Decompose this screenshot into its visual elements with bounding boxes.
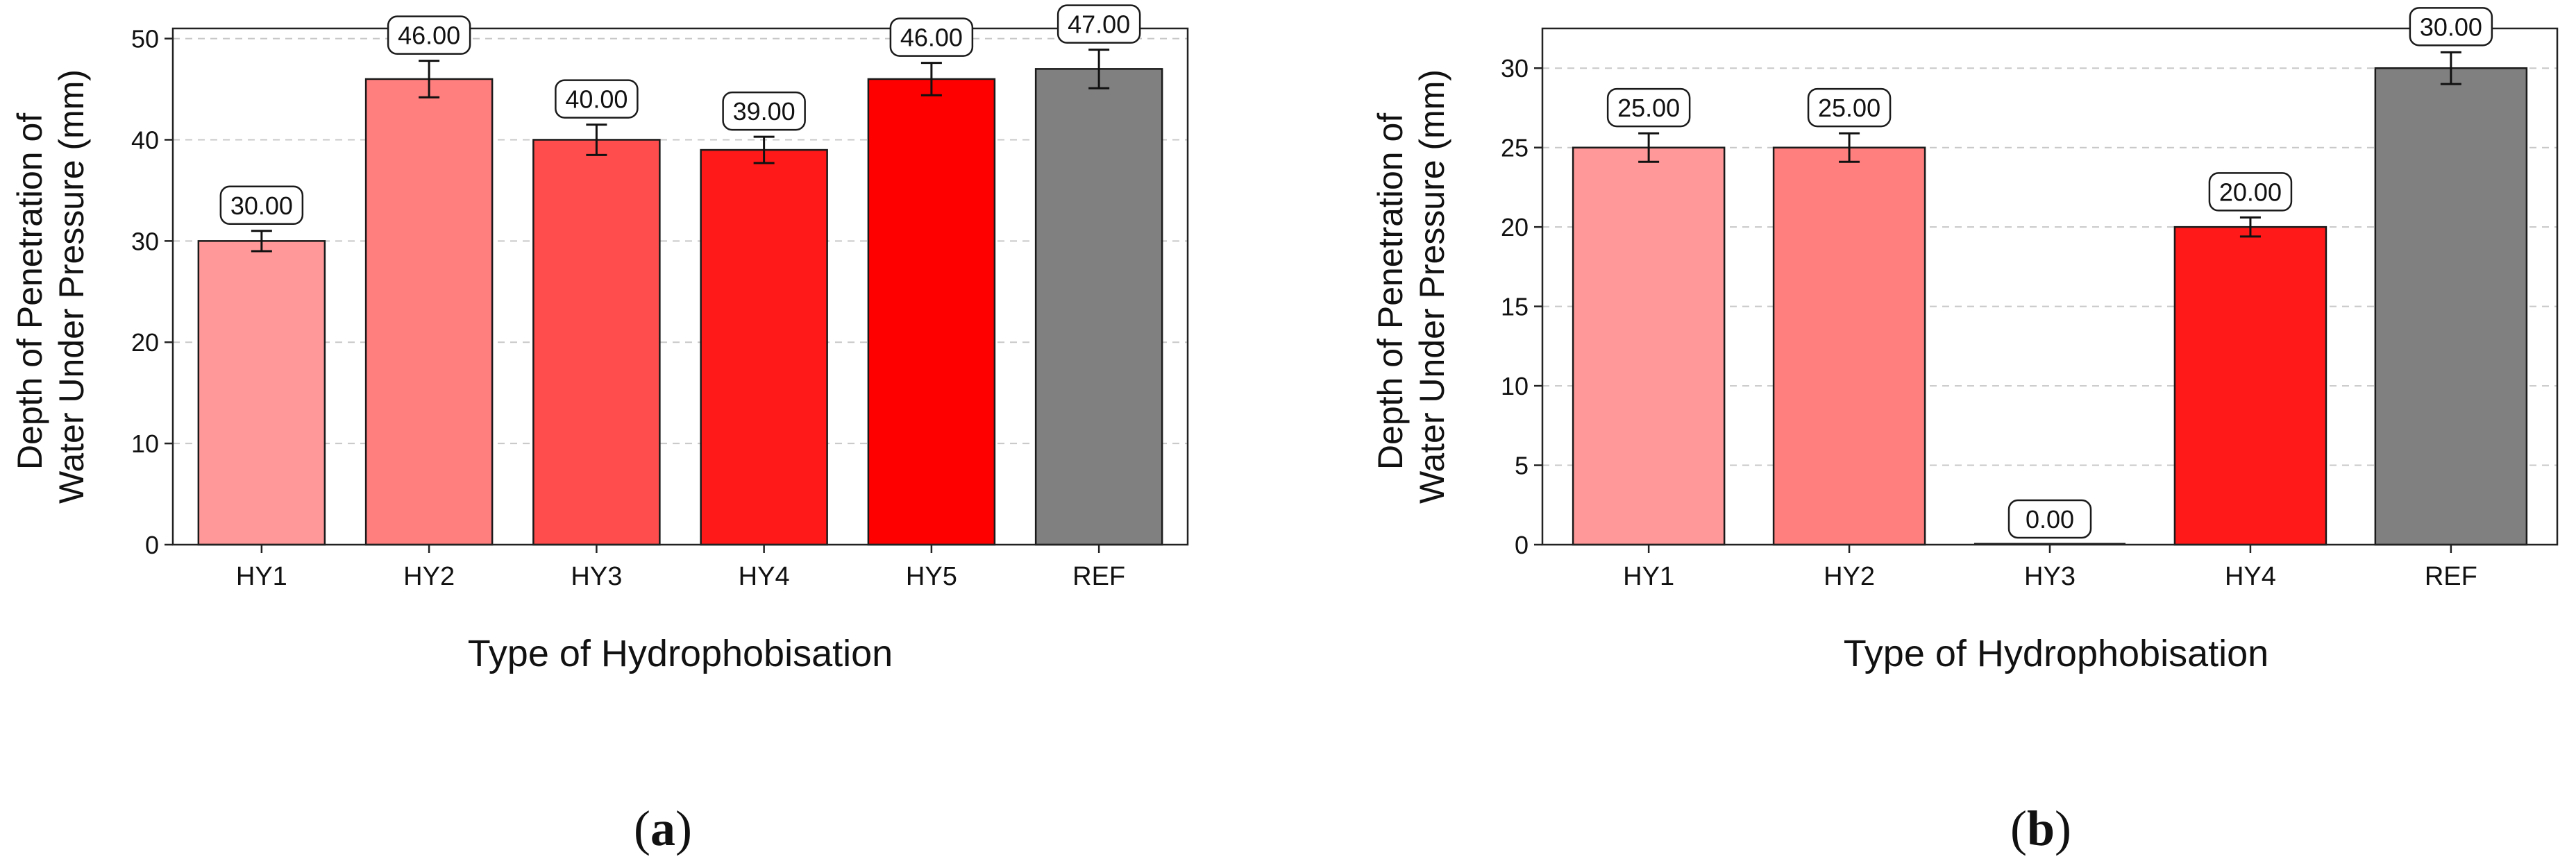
- value-label-box: [1606, 87, 1691, 128]
- x-tick-label-hy5: HY5: [906, 562, 957, 591]
- value-label-ref: 30.00: [2420, 12, 2482, 41]
- y-tick-label: 20: [1501, 213, 1529, 241]
- value-labels-a: 30.00 46.00 40.00 39.00 46.00 47.00: [219, 4, 1141, 225]
- bar-hy3: [532, 139, 661, 546]
- value-label-box: [219, 185, 304, 225]
- y-ticks-a: 0 10 20 30 40 50: [131, 25, 173, 559]
- value-label-box: [1057, 4, 1141, 44]
- value-label-hy2: 25.00: [1818, 94, 1880, 122]
- y-tick-label: 25: [1501, 134, 1529, 162]
- y-tick-label: 30: [131, 227, 159, 255]
- bar-hy4: [700, 148, 828, 546]
- x-tick-label-hy2: HY2: [1824, 562, 1875, 591]
- y-tick-label: 20: [131, 328, 159, 357]
- bar-ref: [2374, 67, 2528, 546]
- bar-ref: [1034, 68, 1163, 546]
- value-label-hy4: 20.00: [2219, 178, 2282, 206]
- value-label-hy5: 46.00: [900, 24, 963, 52]
- y-axis-title-line2-a: Water Under Pressure (mm): [52, 69, 91, 504]
- chart-panel-b: 0 5 10 15 20 25 30 HY1 HY2 HY3 HY4 REF 25.00 25.00 0…: [1371, 7, 2559, 856]
- y-tick-label: 10: [131, 429, 159, 458]
- value-label-hy2: 46.00: [398, 22, 460, 50]
- value-label-box: [889, 17, 974, 57]
- y-tick-label: 30: [1501, 54, 1529, 83]
- bar-hy5: [867, 78, 996, 546]
- value-label-box: [2007, 499, 2092, 539]
- value-label-box: [1807, 87, 1892, 128]
- value-label-hy3: 40.00: [565, 85, 628, 114]
- x-tick-label-ref: REF: [2425, 562, 2477, 591]
- error-bars-b: [1638, 51, 2461, 238]
- x-tick-label-hy4: HY4: [739, 562, 790, 591]
- value-label-hy3: 0.00: [2026, 505, 2074, 534]
- value-label-box: [722, 91, 806, 131]
- x-tick-label-hy4: HY4: [2225, 562, 2276, 591]
- x-tick-label-ref: REF: [1072, 562, 1125, 591]
- y-tick-label: 50: [131, 25, 159, 53]
- x-axis-title-b: Type of Hydrophobisation: [1844, 633, 2268, 674]
- y-axis-title-line1-a: Depth of Penetration of: [10, 113, 49, 470]
- chart-panel-a: 0 10 20 30 40 50 HY1 HY2 HY3 HY4 HY5 REF 30.00 46.0…: [10, 4, 1189, 856]
- bar-hy1: [197, 240, 326, 546]
- y-axis-title-line1-b: Depth of Penetration of: [1371, 113, 1410, 470]
- x-tick-label-hy3: HY3: [571, 562, 622, 591]
- value-label-hy1: 25.00: [1617, 94, 1680, 122]
- x-axis-title-a: Type of Hydrophobisation: [468, 633, 893, 674]
- y-axis-title-b: Depth of Penetration of Water Under Pres…: [1371, 69, 1451, 504]
- bars-b: [1572, 67, 2528, 546]
- value-labels-b: 25.00 25.00 0.00 20.00 30.00: [1606, 7, 2493, 539]
- value-label-ref: 47.00: [1068, 10, 1130, 39]
- y-tick-label: 40: [131, 126, 159, 154]
- bar-hy2: [1772, 146, 1926, 546]
- y-axis-title-line2-b: Water Under Pressure (mm): [1413, 69, 1451, 504]
- value-label-box: [2409, 7, 2493, 46]
- bar-hy2: [364, 78, 494, 546]
- y-tick-label: 10: [1501, 372, 1529, 400]
- bar-hy4: [2173, 225, 2327, 546]
- value-label-box: [555, 79, 639, 119]
- y-tick-label: 5: [1515, 452, 1529, 480]
- bars-a: [197, 68, 1163, 546]
- bar-hy1: [1572, 146, 1726, 546]
- y-tick-label: 0: [1515, 531, 1529, 559]
- x-tick-label-hy1: HY1: [236, 562, 287, 591]
- y-tick-label: 0: [145, 531, 159, 559]
- value-label-hy1: 30.00: [230, 192, 293, 220]
- value-label-hy4: 39.00: [733, 97, 795, 126]
- value-label-box: [387, 15, 471, 55]
- x-tick-label-hy3: HY3: [2024, 562, 2076, 591]
- y-ticks-b: 0 5 10 15 20 25 30: [1501, 54, 1542, 559]
- value-label-box: [2208, 172, 2293, 212]
- x-tick-label-hy2: HY2: [403, 562, 455, 591]
- gridlines-a: [173, 37, 1188, 445]
- x-ticks-a: HY1 HY2 HY3 HY4 HY5 REF: [236, 545, 1125, 591]
- plot-frame-a: [171, 27, 1189, 546]
- error-bars-a: [251, 49, 1110, 253]
- panel-label-b: (b): [2010, 801, 2071, 856]
- y-axis-title-a: Depth of Penetration of Water Under Pres…: [10, 69, 91, 504]
- x-tick-label-hy1: HY1: [1623, 562, 1674, 591]
- panel-label-a: (a): [634, 801, 692, 856]
- x-ticks-b: HY1 HY2 HY3 HY4 REF: [1623, 545, 2477, 591]
- y-tick-label: 15: [1501, 293, 1529, 321]
